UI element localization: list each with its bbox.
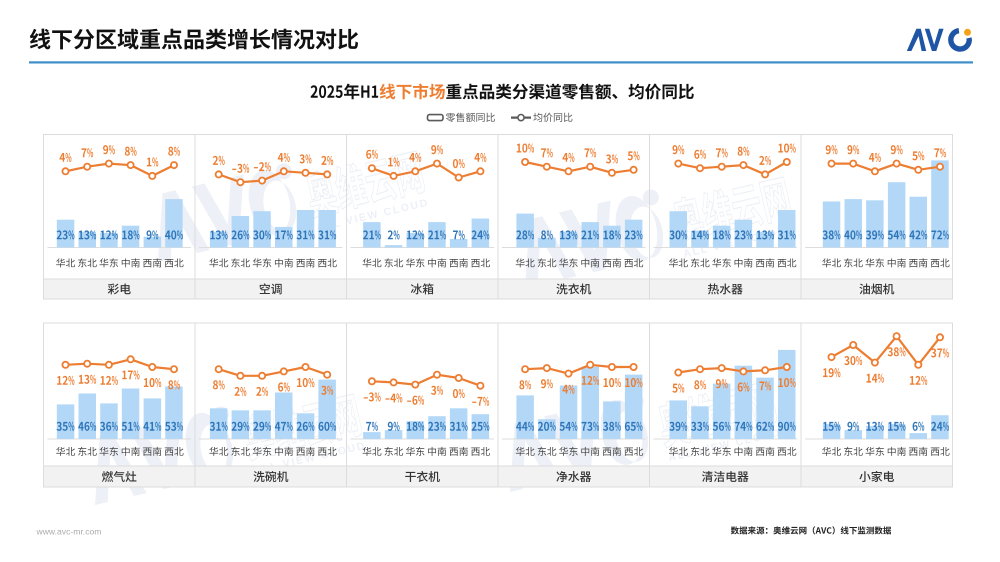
svg-text:www.avc-mr.com: www.avc-mr.com <box>36 527 102 537</box>
